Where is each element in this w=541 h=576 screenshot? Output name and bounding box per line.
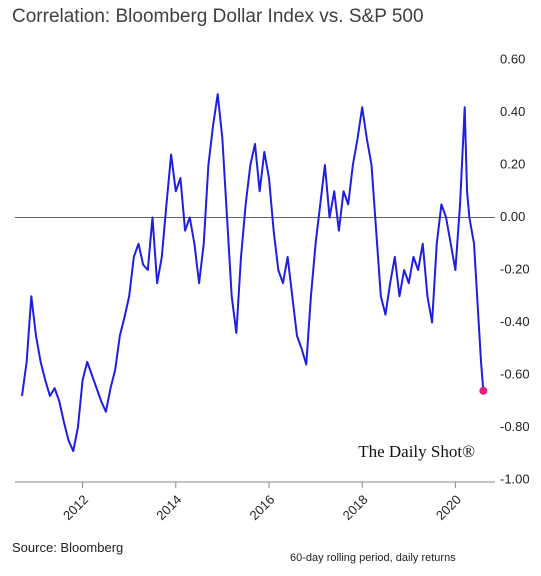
- y-tick-label: 0.20: [500, 156, 525, 171]
- y-tick-label: 0.60: [500, 51, 525, 66]
- y-tick-label: -1.00: [500, 471, 530, 486]
- x-tick-label: 2016: [246, 492, 277, 523]
- source: Source: Bloomberg: [12, 540, 123, 555]
- y-tick-label: -0.20: [500, 261, 530, 276]
- x-tick-label: 2018: [340, 492, 371, 523]
- watermark: The Daily Shot®: [358, 442, 475, 461]
- end-marker: [479, 386, 488, 395]
- x-tick-label: 2012: [60, 492, 91, 523]
- note: 60-day rolling period, daily returns: [290, 552, 456, 564]
- line: [20, 93, 485, 453]
- chart-title: Correlation: Bloomberg Dollar Index vs. …: [12, 6, 424, 27]
- x-tick-label: 2020: [433, 492, 464, 523]
- y-tick-label: 0.40: [500, 104, 525, 119]
- y-tick-label: -0.40: [500, 314, 530, 329]
- x-tick-label: 2014: [153, 492, 184, 523]
- y-tick-label: -0.60: [500, 366, 530, 381]
- y-tick-label: 0.00: [500, 209, 525, 224]
- y-tick-label: -0.80: [500, 419, 530, 434]
